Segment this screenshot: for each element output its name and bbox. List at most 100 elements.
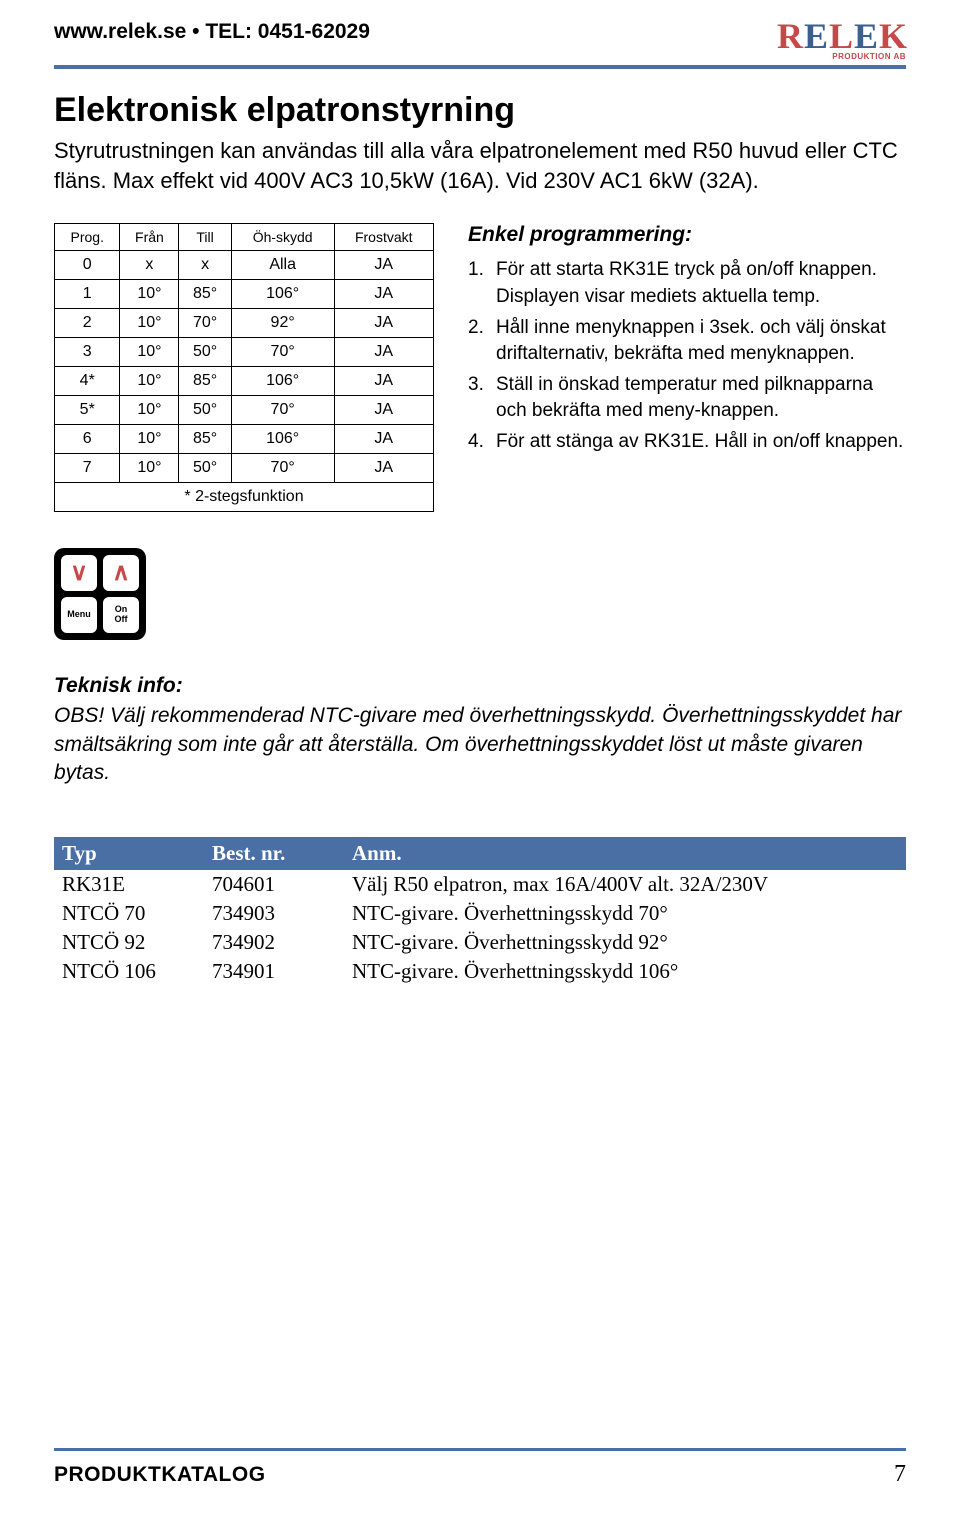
table-cell: 7 xyxy=(55,454,120,483)
logo-main: R E L E K xyxy=(777,18,906,54)
list-text: För att starta RK31E tryck på on/off kna… xyxy=(496,257,906,310)
table-cell: 0 xyxy=(55,251,120,280)
logo-letter: L xyxy=(829,18,852,54)
table-footnote-row: * 2-stegsfunktion xyxy=(55,483,434,512)
list-number: 3. xyxy=(468,372,496,425)
table-cell: 106° xyxy=(231,280,334,309)
site-contact: www.relek.se • TEL: 0451-62029 xyxy=(54,18,370,44)
list-text: Ställ in önskad temperatur med pilknappa… xyxy=(496,372,906,425)
list-text: Håll inne menyknappen i 3sek. och välj ö… xyxy=(496,315,906,368)
table-cell: 50° xyxy=(179,338,231,367)
col-header: Från xyxy=(120,224,179,251)
table-cell: NTCÖ 70 xyxy=(54,899,204,928)
programming-heading: Enkel programmering: xyxy=(468,223,906,247)
col-header: Anm. xyxy=(344,837,906,870)
table-cell: NTC-givare. Överhettningsskydd 106° xyxy=(344,957,906,986)
table-row: 310°50°70°JA xyxy=(55,338,434,367)
table-cell: NTCÖ 106 xyxy=(54,957,204,986)
tech-info-body: OBS! Välj rekommenderad NTC-givare med ö… xyxy=(54,702,906,787)
logo-letter: R xyxy=(777,18,802,54)
table-cell: 10° xyxy=(120,367,179,396)
menu-key-label: Menu xyxy=(67,610,91,620)
table-header-row: Prog. Från Till Öh-skydd Frostvakt xyxy=(55,224,434,251)
onoff-key: OnOff xyxy=(103,597,139,633)
list-item: 4.För att stänga av RK31E. Håll in on/of… xyxy=(468,429,906,456)
up-key: ∧ xyxy=(103,555,139,591)
chevron-up-icon: ∧ xyxy=(112,561,130,585)
table-cell: 10° xyxy=(120,454,179,483)
table-cell: 5* xyxy=(55,396,120,425)
list-item: 1.För att starta RK31E tryck på on/off k… xyxy=(468,257,906,310)
table-cell: NTCÖ 92 xyxy=(54,928,204,957)
table-cell: 734902 xyxy=(204,928,344,957)
table-cell: 6 xyxy=(55,425,120,454)
table-cell: JA xyxy=(334,309,433,338)
table-cell: 3 xyxy=(55,338,120,367)
list-number: 1. xyxy=(468,257,496,310)
list-number: 2. xyxy=(468,315,496,368)
programming-column: Enkel programmering: 1.För att starta RK… xyxy=(468,223,906,459)
logo-letter: K xyxy=(879,18,906,54)
page-number: 7 xyxy=(894,1461,906,1488)
table-cell: 2 xyxy=(55,309,120,338)
list-item: 3.Ställ in önskad temperatur med pilknap… xyxy=(468,372,906,425)
table-row: 710°50°70°JA xyxy=(55,454,434,483)
list-text: För att stänga av RK31E. Håll in on/off … xyxy=(496,429,903,456)
table-cell: JA xyxy=(334,251,433,280)
table-cell: JA xyxy=(334,338,433,367)
keypad-row: Menu OnOff xyxy=(61,597,139,633)
table-cell: JA xyxy=(334,425,433,454)
table-row: 110°85°106°JA xyxy=(55,280,434,309)
col-header: Prog. xyxy=(55,224,120,251)
footer-title: PRODUKTKATALOG xyxy=(54,1463,266,1487)
table-row: 4*10°85°106°JA xyxy=(55,367,434,396)
page-title: Elektronisk elpatronstyrning xyxy=(54,91,906,130)
keypad-graphic: ∨ ∧ Menu OnOff xyxy=(54,548,146,640)
list-number: 4. xyxy=(468,429,496,456)
table-cell: NTC-givare. Överhettningsskydd 70° xyxy=(344,899,906,928)
table-cell: JA xyxy=(334,454,433,483)
table-cell: JA xyxy=(334,367,433,396)
table-cell: 70° xyxy=(231,396,334,425)
table-cell: 10° xyxy=(120,280,179,309)
chevron-down-icon: ∨ xyxy=(70,561,88,585)
logo-letter: E xyxy=(804,18,827,54)
col-header: Frostvakt xyxy=(334,224,433,251)
list-item: 2.Håll inne menyknappen i 3sek. och välj… xyxy=(468,315,906,368)
table-row: NTCÖ 106734901NTC-givare. Överhettningss… xyxy=(54,957,906,986)
table-cell: 1 xyxy=(55,280,120,309)
table-cell: x xyxy=(120,251,179,280)
col-header: Öh-skydd xyxy=(231,224,334,251)
table-cell: 85° xyxy=(179,280,231,309)
table-footnote: * 2-stegsfunktion xyxy=(55,483,434,512)
logo-subtitle: PRODUKTION AB xyxy=(832,52,906,61)
table-cell: RK31E xyxy=(54,870,204,899)
table-cell: 70° xyxy=(231,454,334,483)
logo-letter: E xyxy=(854,18,877,54)
table-cell: 10° xyxy=(120,338,179,367)
table-cell: 10° xyxy=(120,396,179,425)
down-key: ∨ xyxy=(61,555,97,591)
table-cell: 734901 xyxy=(204,957,344,986)
table-row: 210°70°92°JA xyxy=(55,309,434,338)
table-cell: 734903 xyxy=(204,899,344,928)
table-row: 610°85°106°JA xyxy=(55,425,434,454)
page-header: www.relek.se • TEL: 0451-62029 R E L E K… xyxy=(54,18,906,69)
table-cell: 704601 xyxy=(204,870,344,899)
table-row: 5*10°50°70°JA xyxy=(55,396,434,425)
table-cell: 50° xyxy=(179,396,231,425)
table-cell: x xyxy=(179,251,231,280)
col-header: Typ xyxy=(54,837,204,870)
table-cell: NTC-givare. Överhettningsskydd 92° xyxy=(344,928,906,957)
table-cell: JA xyxy=(334,280,433,309)
table-column: Prog. Från Till Öh-skydd Frostvakt 0xxAl… xyxy=(54,223,434,512)
two-column-section: Prog. Från Till Öh-skydd Frostvakt 0xxAl… xyxy=(54,223,906,512)
table-row: NTCÖ 70734903NTC-givare. Överhettningssk… xyxy=(54,899,906,928)
product-header-row: Typ Best. nr. Anm. xyxy=(54,837,906,870)
table-cell: 85° xyxy=(179,367,231,396)
menu-key: Menu xyxy=(61,597,97,633)
table-cell: 70° xyxy=(179,309,231,338)
table-cell: 106° xyxy=(231,425,334,454)
tech-info-heading: Teknisk info: xyxy=(54,674,906,698)
programming-list: 1.För att starta RK31E tryck på on/off k… xyxy=(468,257,906,455)
